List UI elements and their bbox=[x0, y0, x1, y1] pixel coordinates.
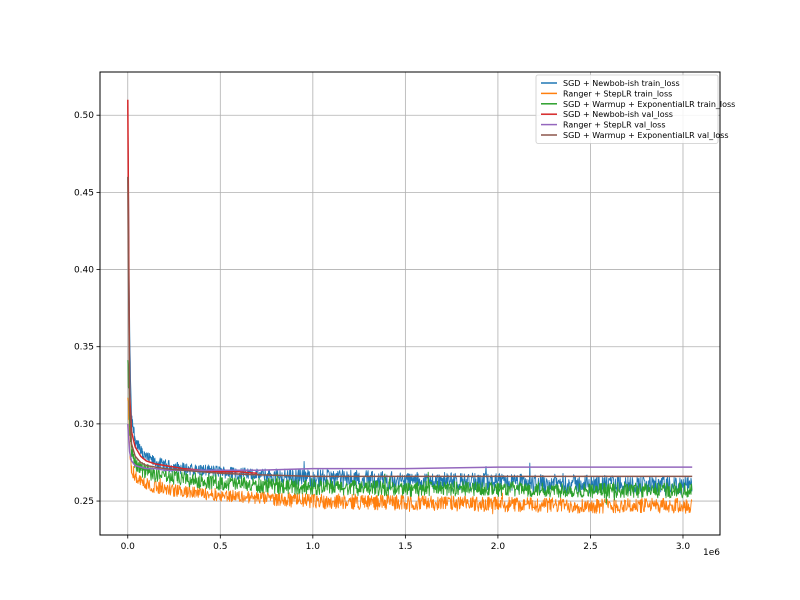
y-tick-label: 0.40 bbox=[74, 266, 94, 276]
y-tick-label: 0.25 bbox=[74, 497, 94, 507]
legend-label: SGD + Newbob-ish train_loss bbox=[563, 79, 680, 88]
x-tick-label: 0.5 bbox=[213, 542, 227, 552]
series-line bbox=[127, 397, 693, 515]
legend-label: Ranger + StepLR train_loss bbox=[563, 89, 672, 98]
y-tick-label: 0.30 bbox=[74, 420, 94, 430]
legend-label: SGD + Warmup + ExponentialLR train_loss bbox=[563, 100, 735, 109]
legend-label: SGD + Newbob-ish val_loss bbox=[563, 110, 673, 119]
x-tick-label: 3.0 bbox=[676, 542, 691, 552]
x-tick-label: 2.0 bbox=[491, 542, 506, 552]
x-axis-offset-label: 1e6 bbox=[703, 548, 720, 558]
x-axis: 0.0 0.5 1.0 1.5 2.0 2.5 3.0 bbox=[121, 535, 691, 552]
y-axis: 0.25 0.30 0.35 0.40 0.45 0.50 bbox=[74, 111, 100, 507]
series-line bbox=[127, 360, 693, 505]
x-tick-label: 1.0 bbox=[306, 542, 321, 552]
y-tick-label: 0.50 bbox=[74, 111, 94, 121]
legend-box bbox=[535, 74, 719, 144]
x-tick-label: 0.0 bbox=[121, 542, 136, 552]
legend-label: Ranger + StepLR val_loss bbox=[563, 121, 666, 130]
legend-label: SGD + Warmup + ExponentialLR val_loss bbox=[563, 131, 729, 140]
x-tick-label: 2.5 bbox=[583, 542, 597, 552]
y-tick-label: 0.35 bbox=[74, 343, 94, 353]
x-tick-label: 1.5 bbox=[398, 542, 412, 552]
y-tick-label: 0.45 bbox=[74, 188, 94, 198]
series-line bbox=[127, 176, 693, 478]
grid bbox=[100, 72, 720, 535]
series-layer bbox=[127, 99, 693, 515]
plot-frame bbox=[99, 71, 721, 536]
